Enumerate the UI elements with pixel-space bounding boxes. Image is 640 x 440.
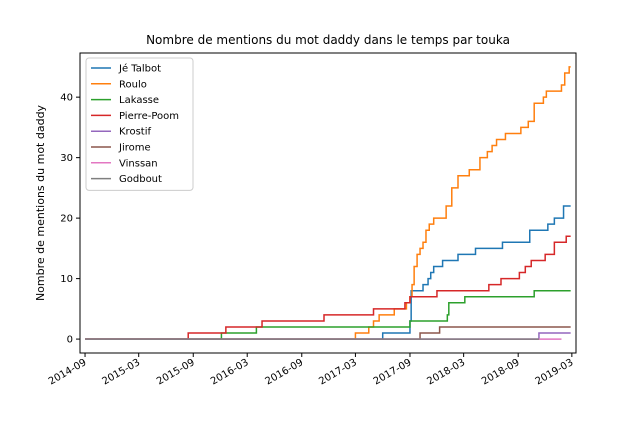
legend-label-4: Krostif [119,127,151,138]
legend-label-7: Godbout [119,174,162,185]
x-axis: 2014-09 2015-03 2015-09 2016-03 2016-09 2017-… [47,353,576,387]
series-line-3 [85,235,571,340]
x-tick-label: 2015-09 [155,357,197,387]
legend-label-1: Roulo [119,79,147,90]
legend-label-0: Jé Talbot [118,63,161,75]
y-tick-label: 0 [67,335,73,346]
x-tick-label: 2015-03 [101,357,143,387]
y-tick-label: 10 [60,274,73,285]
legend-label-6: Vinssan [119,158,158,169]
legend-box [85,57,194,191]
series-line-0 [85,205,571,340]
y-tick-label: 40 [60,93,73,104]
y-axis-label: Nombre de mentions du mot daddy [34,104,47,301]
x-tick-label: 2019-03 [534,357,576,387]
legend-label-3: Pierre-Poom [119,111,179,122]
x-tick-label: 2014-09 [47,357,89,387]
plot-frame [79,52,577,354]
y-axis: 0 10 20 30 40 [60,93,80,346]
x-tick-label: 2017-03 [317,357,359,387]
x-tick-label: 2017-09 [372,357,414,387]
x-tick-label: 2016-03 [209,357,251,387]
x-tick-label: 2016-09 [264,357,306,387]
series-line-4 [85,332,571,340]
legend-label-2: Lakasse [119,95,159,106]
x-tick-label: 2018-03 [425,357,467,387]
x-tick-label: 2018-09 [480,357,522,387]
y-tick-label: 30 [60,153,73,164]
series-line-5 [85,326,571,340]
legend: Jé Talbot Roulo Lakasse Pierre-Poom Krostif J… [85,57,194,191]
series-line-2 [85,289,571,340]
plot-series-group [85,66,571,340]
chart-title: Nombre de mentions du mot daddy dans le … [146,33,510,47]
legend-label-5: Jirome [118,143,151,154]
y-tick-label: 20 [60,214,73,225]
